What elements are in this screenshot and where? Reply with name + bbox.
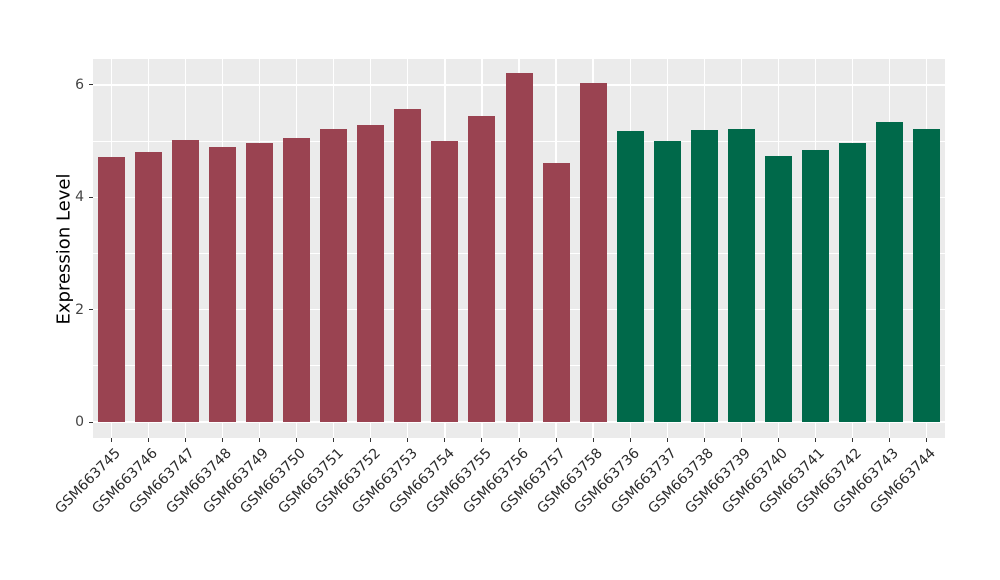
x-tick-mark	[444, 438, 446, 442]
y-tick-mark	[89, 84, 93, 86]
bar-GSM663753	[394, 108, 422, 422]
x-tick-mark	[555, 438, 557, 442]
x-tick-mark	[259, 438, 261, 442]
x-tick-mark	[407, 438, 409, 442]
bar-GSM663750	[283, 137, 311, 422]
bar-GSM663751	[320, 129, 348, 422]
x-tick-mark	[592, 438, 594, 442]
x-tick-mark	[185, 438, 187, 442]
x-tick-mark	[666, 438, 668, 442]
bar-GSM663754	[431, 141, 459, 422]
bar-GSM663745	[98, 156, 126, 422]
x-tick-mark	[148, 438, 150, 442]
x-tick-mark	[740, 438, 742, 442]
x-tick-mark	[925, 438, 927, 442]
x-tick-mark	[222, 438, 224, 442]
bar-GSM663737	[653, 141, 681, 422]
bar-GSM663738	[690, 130, 718, 422]
y-tick-mark	[89, 196, 93, 198]
x-tick-mark	[296, 438, 298, 442]
bar-GSM663749	[246, 142, 274, 422]
bar-GSM663747	[172, 140, 200, 422]
x-tick-mark	[888, 438, 890, 442]
bar-GSM663756	[505, 73, 533, 422]
x-tick-mark	[703, 438, 705, 442]
x-tick-mark	[814, 438, 816, 442]
x-tick-mark	[629, 438, 631, 442]
x-tick-mark	[370, 438, 372, 442]
plot-panel	[93, 59, 945, 438]
x-tick-mark	[111, 438, 113, 442]
bar-GSM663755	[468, 115, 496, 422]
y-tick-mark	[89, 421, 93, 423]
x-tick-mark	[518, 438, 520, 442]
bar-GSM663758	[579, 83, 607, 422]
bar-GSM663743	[875, 122, 903, 422]
y-tick-label: 4	[75, 189, 84, 206]
x-tick-mark	[851, 438, 853, 442]
y-tick-label: 6	[75, 76, 84, 93]
bar-GSM663739	[727, 128, 755, 422]
y-tick-label: 0	[75, 414, 84, 430]
bar-GSM663757	[542, 163, 570, 422]
x-tick-mark	[333, 438, 335, 442]
x-tick-mark	[481, 438, 483, 442]
bar-GSM663746	[135, 151, 163, 422]
bar-GSM663742	[838, 142, 866, 422]
x-tick-mark	[777, 438, 779, 442]
y-tick-mark	[89, 309, 93, 311]
bar-GSM663748	[209, 146, 237, 422]
bar-GSM663736	[616, 131, 644, 422]
bar-GSM663740	[764, 155, 792, 422]
y-tick-label: 2	[75, 301, 84, 318]
bar-GSM663752	[357, 124, 385, 422]
bar-GSM663744	[912, 128, 940, 422]
bar-GSM663741	[801, 149, 829, 422]
